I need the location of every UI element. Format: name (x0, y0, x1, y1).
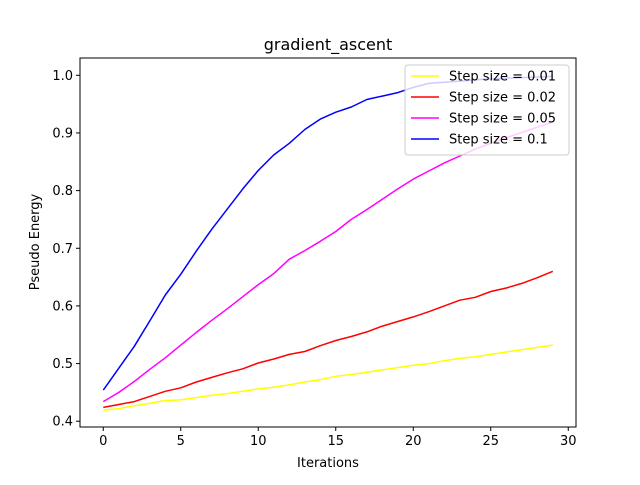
legend-label: Step size = 0.01 (449, 70, 556, 85)
legend: Step size = 0.01 Step size = 0.02 Step siz… (404, 64, 570, 156)
y-axis-ticks: 0.4 0.5 0.6 0.7 0.8 0.9 1.0 (52, 69, 80, 430)
x-tick-label: 10 (250, 434, 267, 449)
y-tick-label: 1.0 (52, 69, 73, 84)
legend-label: Step size = 0.02 (449, 91, 556, 106)
y-tick-label: 0.4 (52, 415, 73, 430)
chart-title: gradient_ascent (264, 35, 393, 55)
legend-label: Step size = 0.1 (449, 133, 548, 148)
series-line-3 (102, 121, 554, 403)
y-tick-label: 0.7 (52, 242, 73, 257)
x-tick-label: 0 (99, 434, 107, 449)
series-line-2 (103, 270, 554, 409)
x-axis-label: Iterations (297, 456, 359, 471)
x-tick-label: 5 (177, 434, 185, 449)
y-tick-label: 0.6 (52, 299, 73, 314)
y-axis-label: Pseudo Energy (28, 193, 43, 290)
x-tick-label: 30 (560, 434, 577, 449)
x-tick-label: 20 (405, 434, 422, 449)
y-tick-label: 0.8 (52, 184, 73, 199)
plot-frame (79, 57, 577, 428)
series-line-1 (103, 344, 553, 412)
x-tick-label: 25 (482, 434, 499, 449)
x-tick-label: 15 (327, 434, 344, 449)
y-tick-label: 0.5 (52, 357, 73, 372)
legend-label: Step size = 0.05 (449, 112, 556, 127)
x-axis-ticks: 0 5 10 15 20 25 30 (99, 427, 577, 449)
legend-box (404, 64, 570, 156)
y-tick-label: 0.9 (52, 126, 73, 141)
